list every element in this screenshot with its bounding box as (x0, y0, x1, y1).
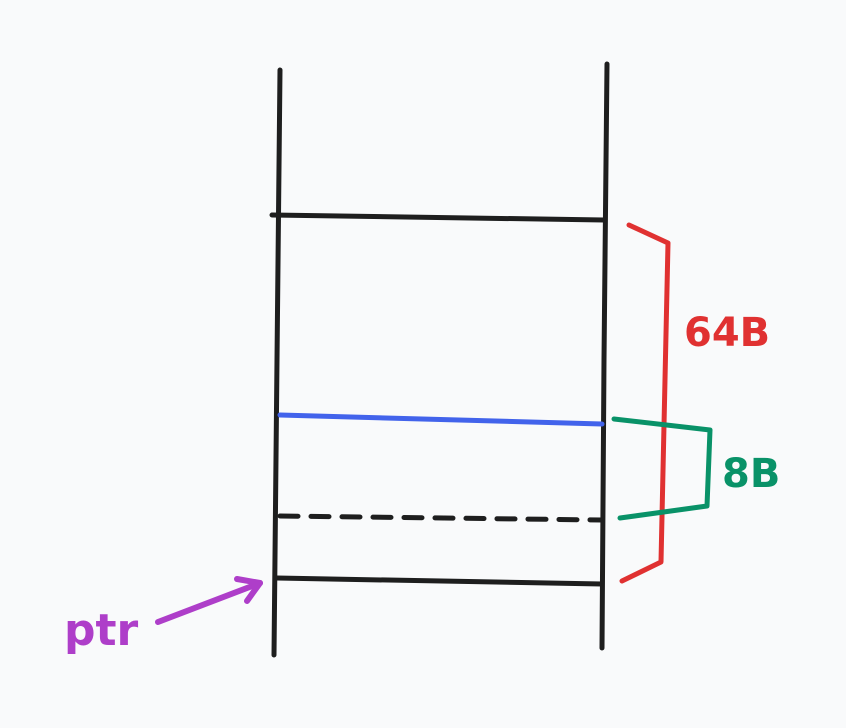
top-boundary-line (269, 212, 607, 223)
ptr-label: ptr (64, 605, 139, 656)
blue-boundary-line (277, 412, 605, 427)
ptr-boundary-line (274, 575, 605, 587)
ptr-arrow-head (234, 576, 263, 604)
red-bracket (619, 222, 671, 584)
right-wall-line (599, 61, 610, 651)
green-bracket (611, 416, 713, 521)
ptr-arrow-shaft (155, 580, 263, 625)
size-64-label: 64B (684, 310, 770, 356)
left-wall-line (271, 67, 283, 658)
size-8-label: 8B (722, 451, 780, 497)
dashed-boundary-line (277, 513, 605, 523)
